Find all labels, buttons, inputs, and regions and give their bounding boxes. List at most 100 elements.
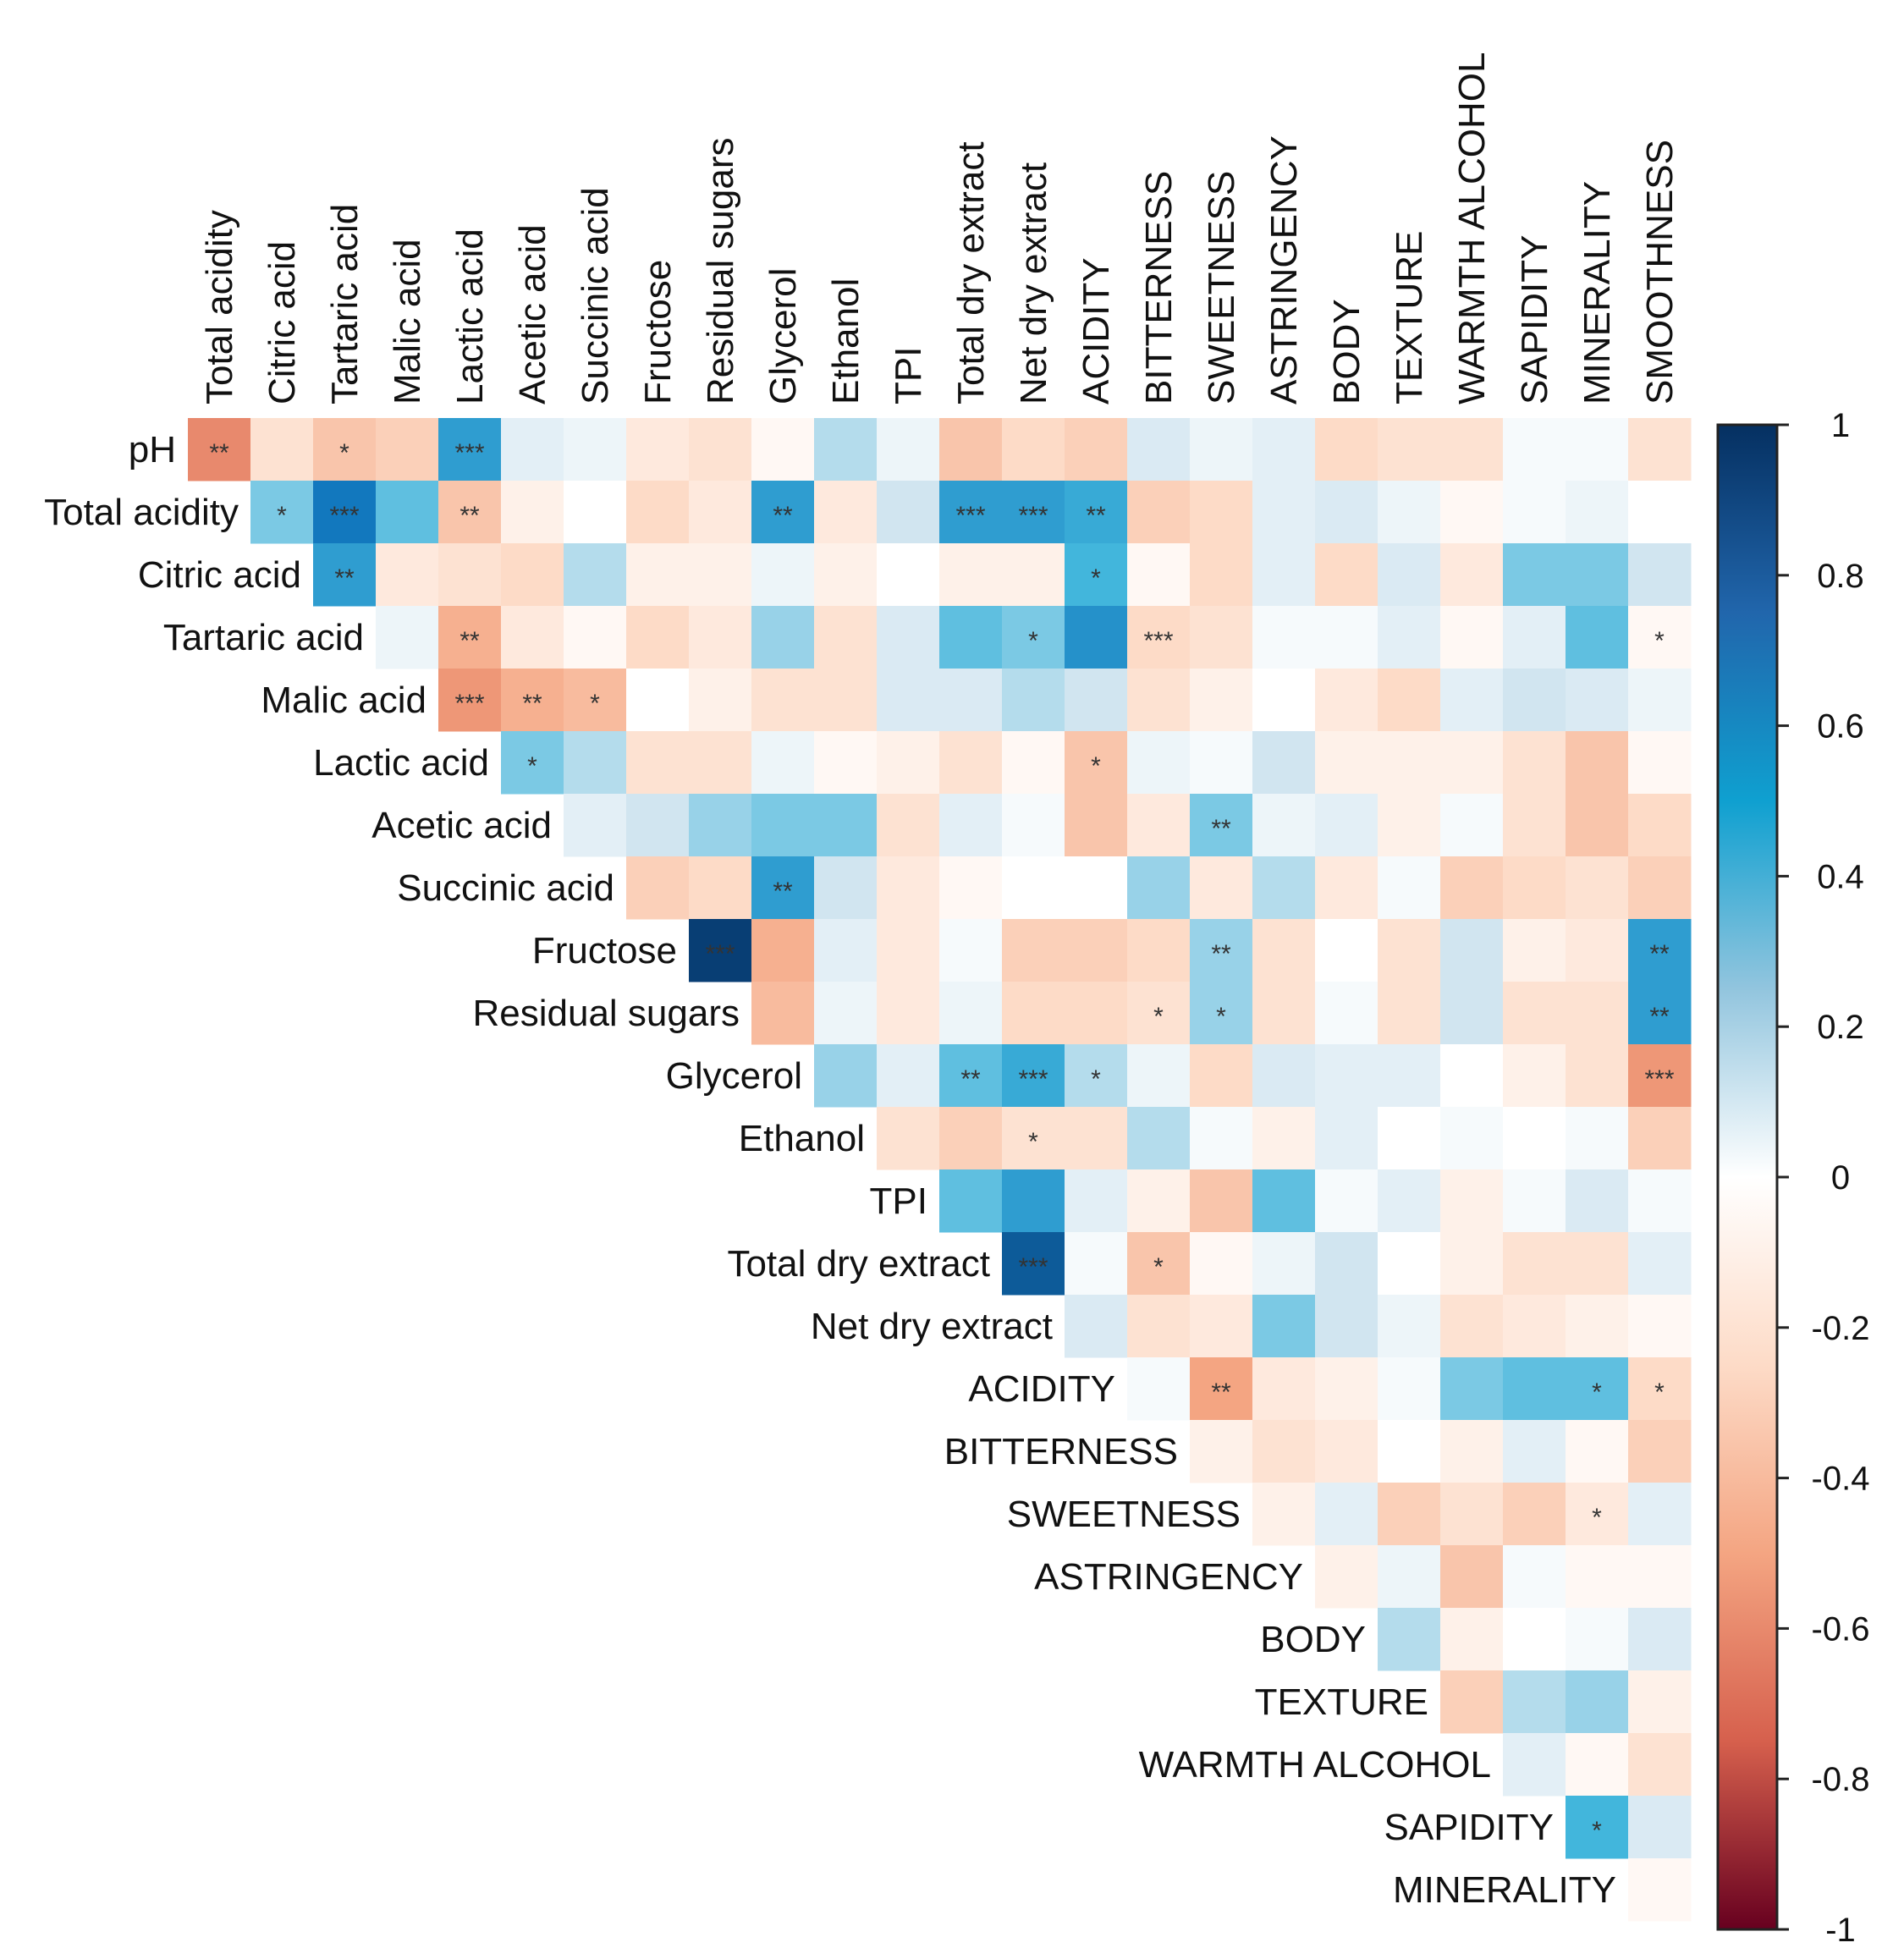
heatmap-cell: [1190, 982, 1253, 1045]
heatmap-cell: [1315, 1044, 1378, 1108]
heatmap-cell: [1566, 1796, 1629, 1859]
heatmap-cell: [689, 543, 752, 607]
heatmap-cell: [814, 794, 878, 857]
heatmap-cell: [751, 731, 815, 795]
heatmap-cell: [1378, 731, 1441, 795]
heatmap-cell: [1065, 1295, 1128, 1358]
heatmap-cell: [1378, 418, 1441, 481]
heatmap-cell: [438, 418, 502, 481]
heatmap-cell: [1566, 731, 1629, 795]
heatmap-cell: [1503, 919, 1566, 982]
heatmap-cell: [1065, 606, 1128, 669]
heatmap-cell: [1127, 982, 1191, 1045]
heatmap-cell: [1566, 669, 1629, 732]
heatmap-cell: [1378, 606, 1441, 669]
column-label: Malic acid: [387, 239, 428, 404]
significance-mark: *: [1592, 1504, 1602, 1532]
heatmap-cell: [1566, 1357, 1629, 1421]
significance-mark: *: [1654, 627, 1665, 655]
heatmap-cell: [689, 481, 752, 544]
column-label: TEXTURE: [1389, 231, 1430, 404]
heatmap-cell: [1628, 669, 1692, 732]
heatmap-cell: [1566, 1670, 1629, 1734]
heatmap-cell: [1252, 481, 1316, 544]
heatmap-cell: [877, 543, 940, 607]
heatmap-cell: [1190, 1232, 1253, 1296]
heatmap-cell: [1566, 1733, 1629, 1797]
significance-mark: ***: [1018, 1065, 1048, 1093]
column-label: Glycerol: [762, 268, 804, 404]
heatmap-cell: [1315, 982, 1378, 1045]
significance-mark: **: [459, 627, 480, 655]
heatmap-cell: [1002, 543, 1065, 607]
significance-mark: **: [459, 502, 480, 530]
heatmap-cell: [1127, 543, 1191, 607]
heatmap-cell: [1378, 1608, 1441, 1671]
heatmap-cell: [1503, 1670, 1566, 1734]
heatmap-cell: [1566, 982, 1629, 1045]
heatmap-cell: [1566, 856, 1629, 920]
heatmap-cell: [438, 669, 502, 732]
heatmap-cell: [1628, 1232, 1692, 1296]
significance-mark: **: [209, 439, 229, 467]
heatmap-cell: [501, 418, 564, 481]
heatmap-cell: [939, 481, 1003, 544]
heatmap-cell: [751, 982, 815, 1045]
heatmap-cell: [1190, 1357, 1253, 1421]
row-label: TPI: [870, 1180, 927, 1222]
heatmap-cell: [1503, 1733, 1566, 1797]
heatmap-cell: [1065, 919, 1128, 982]
heatmap-cell: [877, 982, 940, 1045]
heatmap-cell: [1440, 1044, 1504, 1108]
significance-mark: *: [1028, 627, 1038, 655]
heatmap-cell: [1315, 1420, 1378, 1483]
heatmap-cell: [1566, 1044, 1629, 1108]
heatmap-cell: [1065, 731, 1128, 795]
heatmap-cell: [501, 669, 564, 732]
heatmap-cell: [1440, 794, 1504, 857]
heatmap-cell: [1566, 481, 1629, 544]
heatmap-cell: [1252, 1044, 1316, 1108]
heatmap-cell: [1315, 1232, 1378, 1296]
heatmap-cell: [877, 794, 940, 857]
heatmap-grid: ** * **** *** ** ** *** *** **** *** * *** **** ** ** *…: [188, 418, 1692, 1922]
colorbar-tick-label: -0.4: [1812, 1461, 1870, 1498]
heatmap-cell: [1190, 481, 1253, 544]
heatmap-cell: [1065, 543, 1128, 607]
heatmap-cell: [1378, 919, 1441, 982]
heatmap-cell: [626, 794, 690, 857]
heatmap-cell: [1190, 731, 1253, 795]
heatmap-cell: [1503, 543, 1566, 607]
heatmap-cell: [1503, 669, 1566, 732]
heatmap-cell: [751, 606, 815, 669]
significance-mark: ***: [454, 690, 484, 718]
column-label: Tartaric acid: [324, 204, 366, 404]
heatmap-cell: [1252, 669, 1316, 732]
heatmap-cell: [814, 731, 878, 795]
heatmap-cell: [1190, 1169, 1253, 1233]
heatmap-cell: [1315, 669, 1378, 732]
heatmap-cell: [939, 982, 1003, 1045]
heatmap-cell: [1628, 1420, 1692, 1483]
heatmap-cell: [1002, 794, 1065, 857]
heatmap-cell: [1252, 1169, 1316, 1233]
heatmap-cell: [438, 606, 502, 669]
heatmap-cell: [1252, 1357, 1316, 1421]
heatmap-cell: [250, 481, 314, 544]
heatmap-cell: [1440, 1483, 1504, 1546]
significance-mark: ***: [955, 502, 985, 530]
colorbar-tick-label: -0.6: [1812, 1610, 1870, 1648]
heatmap-cell: [1566, 418, 1629, 481]
significance-mark: **: [334, 564, 355, 592]
heatmap-cell: [564, 543, 627, 607]
heatmap-cell: [1628, 606, 1692, 669]
column-label: SMOOTHNESS: [1639, 140, 1681, 404]
significance-mark: ***: [1018, 1253, 1048, 1281]
heatmap-cell: [1127, 481, 1191, 544]
significance-mark: **: [1649, 1003, 1670, 1031]
row-label: Lactic acid: [313, 742, 489, 784]
heatmap-cell: [814, 543, 878, 607]
heatmap-cell: [313, 481, 377, 544]
heatmap-cell: [689, 856, 752, 920]
heatmap-cell: [564, 418, 627, 481]
